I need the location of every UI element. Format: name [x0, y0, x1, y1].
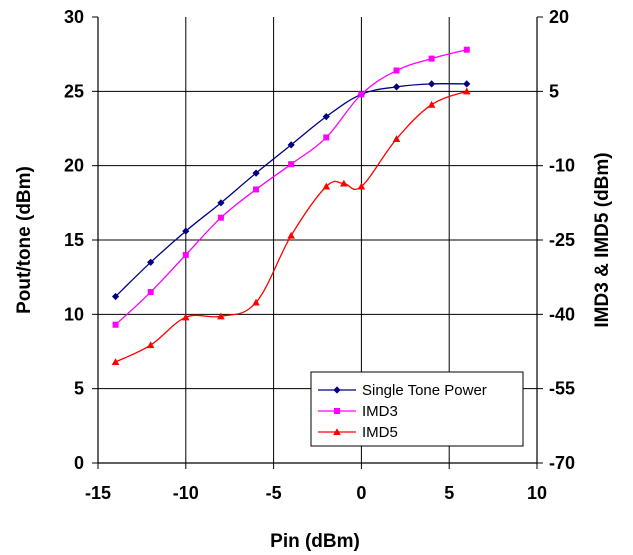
legend-entry: IMD5 [318, 424, 398, 441]
data-point [182, 251, 189, 258]
data-point [357, 182, 366, 190]
x-tick-label: 0 [356, 483, 366, 503]
data-point [252, 298, 260, 306]
y-tick-label: 0 [74, 453, 84, 473]
data-point [111, 358, 120, 365]
data-point [217, 312, 225, 320]
legend-label: IMD3 [362, 403, 398, 420]
x-tick-labels: -15 -10 -5 0 5 10 [85, 483, 547, 503]
series-layer [111, 46, 471, 365]
series-single-tone-power [111, 80, 471, 301]
y-tick-label: 20 [64, 156, 84, 176]
data-point [111, 292, 120, 301]
data-point [287, 141, 295, 149]
data-point [217, 199, 225, 207]
data-point [147, 258, 155, 266]
y2-tick-label: -10 [549, 156, 575, 176]
data-point [358, 91, 365, 98]
data-point [463, 80, 471, 88]
x-tick-label: -15 [85, 483, 111, 503]
x-tick-label: 5 [444, 483, 454, 503]
data-point [217, 214, 224, 221]
y-tick-label: 25 [64, 81, 84, 101]
y2-tick-label: -55 [549, 379, 575, 399]
y2-tick-label: -70 [549, 453, 575, 473]
y2-axis-title: IMD3 & IMD5 (dBm) [592, 152, 613, 327]
y2-tick-label: -40 [549, 304, 575, 324]
y-tick-label: 30 [64, 7, 84, 27]
y2-tick-label: -25 [549, 230, 575, 250]
legend: Single Tone Power IMD3 IMD5 [310, 371, 524, 447]
y-tick-labels: 0 5 10 15 20 25 30 [64, 7, 84, 473]
x-tick-label: -10 [173, 483, 199, 503]
data-point [392, 83, 401, 91]
y2-tick-label: 5 [549, 81, 559, 101]
data-point [146, 341, 155, 349]
y-axis-title: Pout/tone (dBm) [14, 166, 35, 314]
x-axis-title: Pin (dBm) [270, 531, 360, 552]
data-point [462, 87, 471, 95]
data-point [323, 134, 330, 141]
data-point [428, 80, 436, 88]
data-point [427, 100, 436, 108]
data-point [147, 289, 154, 296]
legend-label: IMD5 [362, 424, 398, 441]
data-point [288, 161, 295, 168]
data-point [393, 67, 400, 74]
data-point [322, 182, 331, 190]
y-tick-label: 5 [74, 379, 84, 399]
data-point [182, 227, 190, 235]
data-point [253, 186, 260, 193]
legend-box [310, 371, 524, 447]
series-imd5 [111, 87, 471, 365]
y-tick-label: 10 [64, 304, 84, 324]
legend-entry: Single Tone Power [318, 382, 487, 399]
legend-swatch-marker [333, 428, 341, 436]
data-point [340, 179, 348, 187]
y-tick-label: 15 [64, 230, 84, 250]
series-imd3 [112, 46, 470, 328]
data-point [322, 113, 330, 121]
data-point [182, 313, 190, 321]
y2-tick-labels: -70 -55 -40 -25 -10 5 20 [549, 7, 575, 473]
legend-entry: IMD3 [318, 403, 398, 420]
axes [92, 16, 543, 469]
data-point [252, 169, 260, 177]
data-point [112, 321, 119, 328]
legend-label: Single Tone Power [362, 382, 487, 399]
data-point [392, 135, 401, 142]
x-tick-label: 10 [527, 483, 547, 503]
data-point [428, 55, 435, 62]
data-point [287, 231, 295, 239]
legend-swatch-marker [334, 408, 340, 414]
data-point [463, 46, 470, 53]
x-tick-label: -5 [266, 483, 282, 503]
legend-swatch-marker [333, 386, 341, 394]
y2-tick-label: 20 [549, 7, 569, 27]
